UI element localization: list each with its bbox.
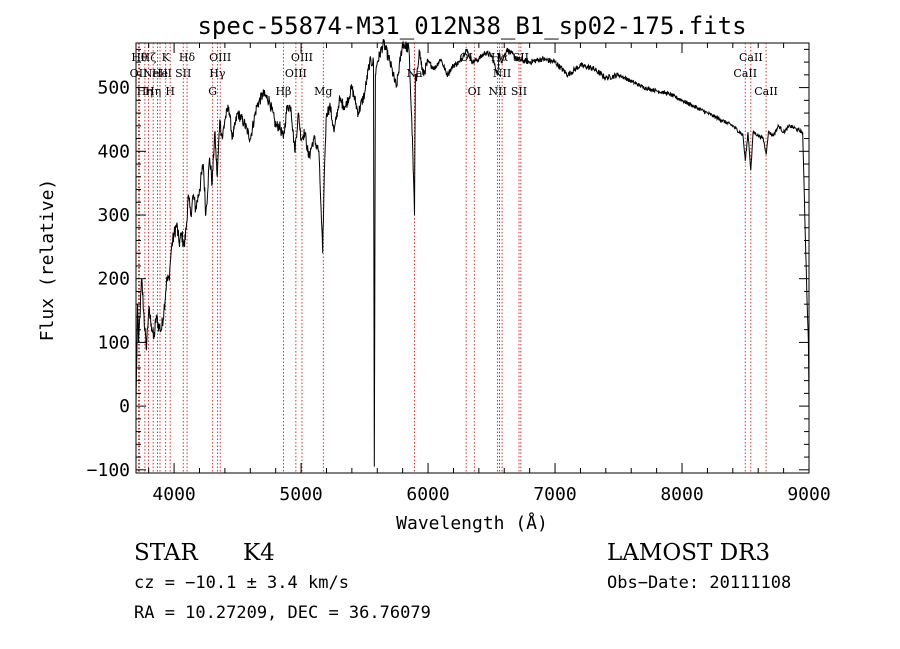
line-label-24: SII	[511, 85, 527, 98]
spectrum-chart: spec-55874-M31_012N38_B1_sp02-175.fits O…	[37, 12, 831, 534]
line-label-23: NII	[493, 67, 511, 80]
axes: 4000 5000 6000 7000 8000 9000 −100 0 100 200 300 40…	[87, 43, 831, 505]
chart-title: spec-55874-M31_012N38_B1_sp02-175.fits	[197, 12, 746, 40]
observation-date: Obs−Date: 20111108	[607, 573, 792, 593]
y-tick-label-5: 400	[97, 141, 130, 162]
line-label-21: NII	[488, 85, 506, 98]
spectral-line-labels: OIIHθHηHζHηNeIIIHeKHSIIHδGHγOIIIHβOIIIOI…	[130, 51, 778, 98]
line-label-9: SII	[175, 67, 191, 80]
line-label-17: Mg	[314, 85, 332, 98]
x-axis-label: Wavelength (Å)	[396, 512, 548, 534]
object-class: STAR	[134, 540, 198, 566]
line-label-8: H	[165, 85, 175, 98]
line-label-12: Hγ	[209, 67, 226, 80]
redshift-readout: cz = −10.1 ± 3.4 km/s	[134, 573, 349, 593]
x-tick-label-5: 9000	[787, 484, 830, 505]
line-label-13: OIII	[209, 51, 231, 64]
x-tick-label-1: 5000	[279, 484, 322, 505]
y-tick-label-6: 500	[97, 78, 130, 99]
line-label-3: Hζ	[141, 51, 157, 64]
x-tick-label-4: 8000	[660, 484, 703, 505]
line-label-7: K	[162, 51, 171, 64]
y-axis-label: Flux (relative)	[37, 179, 58, 342]
line-label-20: OI	[468, 85, 481, 98]
y-tick-label-0: −100	[87, 460, 130, 481]
line-label-16: OIII	[291, 51, 313, 64]
line-label-15: OIII	[285, 67, 307, 80]
y-tick-label-2: 100	[97, 332, 130, 353]
spectrum-line	[135, 38, 810, 467]
y-tick-label-4: 300	[97, 205, 130, 226]
spectral-line-markers	[138, 43, 767, 473]
line-label-27: CaII	[739, 51, 763, 64]
line-label-18: Na	[406, 67, 423, 80]
line-label-2: Hη	[137, 85, 153, 98]
y-tick-label-1: 0	[119, 396, 130, 417]
y-tick-label-3: 200	[97, 269, 130, 290]
coordinates-readout: RA = 10.27209, DEC = 36.76079	[134, 603, 431, 623]
line-label-11: G	[208, 85, 217, 98]
x-tick-label-0: 4000	[152, 484, 195, 505]
line-label-28: CaII	[754, 85, 778, 98]
line-label-0: OII	[130, 67, 148, 80]
x-tick-label-3: 7000	[533, 484, 576, 505]
object-subclass: K4	[243, 540, 275, 566]
survey-name: LAMOST DR3	[607, 540, 771, 566]
plot-frame	[135, 42, 810, 474]
line-label-14: Hβ	[275, 85, 291, 98]
line-label-10: Hδ	[179, 51, 196, 64]
x-tick-label-2: 6000	[406, 484, 449, 505]
line-label-4: Hη	[145, 85, 161, 98]
line-label-6: He	[152, 67, 168, 80]
line-label-5: NeIII	[143, 67, 172, 80]
line-label-1: Hθ	[131, 51, 148, 64]
line-label-26: CaII	[733, 67, 757, 80]
